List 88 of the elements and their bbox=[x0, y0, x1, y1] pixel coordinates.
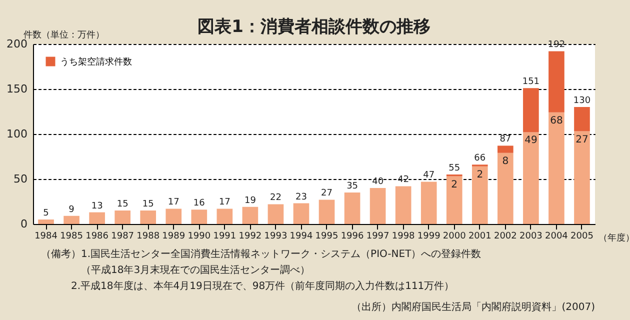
text: （平成18年3月末現在での国民生活センター調べ） bbox=[81, 264, 310, 276]
bar bbox=[38, 220, 54, 224]
bar bbox=[140, 210, 156, 224]
bar bbox=[216, 208, 233, 224]
data-label: 49 bbox=[524, 135, 538, 146]
bar bbox=[498, 152, 514, 224]
text: （出所）内閣府国民生活局「内閣府説明資料」(2007) bbox=[352, 301, 596, 313]
data-label: 27 bbox=[576, 134, 588, 146]
total-label: 17 bbox=[168, 198, 180, 208]
total-label: 47 bbox=[423, 170, 435, 181]
x-tick-label: 1990 bbox=[188, 232, 211, 242]
x-tick-label: 1987 bbox=[111, 232, 134, 242]
bar bbox=[89, 212, 105, 224]
total-label: 17 bbox=[218, 198, 230, 208]
data-label: 2 bbox=[451, 179, 458, 190]
x-tick-label: 1991 bbox=[213, 232, 236, 242]
bar bbox=[191, 210, 208, 224]
x-tick-label: 1988 bbox=[136, 232, 160, 242]
text: （備考）1.国民生活センター全国消費生活情報ネットワーク・システム（PIO-NET）への登録件数 bbox=[41, 248, 482, 260]
x-tick-label: 1999 bbox=[417, 232, 441, 242]
total-label: 23 bbox=[296, 192, 307, 202]
text: 2.平成18年度は、本年4月19日現在で、98万件（前年度同期の入力件数は111万件） bbox=[71, 280, 454, 292]
bar bbox=[293, 203, 310, 224]
y-tick-label: 0 bbox=[20, 218, 28, 230]
bar bbox=[64, 216, 80, 224]
x-tick-label: 1986 bbox=[86, 232, 109, 242]
data-label: 68 bbox=[550, 115, 563, 126]
bar bbox=[370, 188, 386, 224]
x-tick-label: 2003 bbox=[519, 232, 542, 242]
bar bbox=[344, 192, 360, 224]
x-tick-label: 1992 bbox=[238, 232, 262, 242]
bar bbox=[574, 131, 590, 224]
total-label: 15 bbox=[142, 200, 154, 210]
chart-title: 図表1：消費者相談件数の推移 bbox=[198, 17, 430, 37]
legend-label: うち架空請求件数 bbox=[60, 56, 132, 68]
y-tick-label: 150 bbox=[6, 82, 28, 96]
total-label: 16 bbox=[193, 198, 206, 209]
bar bbox=[446, 176, 462, 224]
data-label: 2 bbox=[476, 169, 484, 180]
bar bbox=[548, 112, 564, 224]
bar bbox=[548, 51, 564, 112]
total-label: 55 bbox=[448, 164, 460, 174]
bar bbox=[166, 208, 182, 224]
bar bbox=[498, 146, 514, 153]
total-label: 13 bbox=[91, 201, 103, 212]
y-axis-title: 件数（単位：万件） bbox=[24, 30, 104, 40]
x-tick-label: 1985 bbox=[60, 232, 83, 242]
x-tick-label: 1984 bbox=[34, 232, 58, 242]
total-label: 9 bbox=[68, 204, 75, 215]
total-label: 40 bbox=[372, 177, 384, 187]
bar bbox=[472, 166, 488, 224]
total-label: 42 bbox=[398, 175, 410, 186]
x-tick-label: 1989 bbox=[162, 232, 186, 242]
total-label: 5 bbox=[43, 208, 49, 218]
bar bbox=[523, 88, 539, 132]
x-tick-label: 2002 bbox=[494, 232, 517, 242]
x-tick-label: 1998 bbox=[392, 232, 416, 242]
total-label: 27 bbox=[321, 188, 332, 199]
total-label: 87 bbox=[500, 134, 512, 145]
x-tick-label: 1997 bbox=[366, 232, 390, 242]
x-tick-label: 1996 bbox=[340, 232, 364, 242]
y-tick-label: 50 bbox=[14, 172, 28, 186]
x-tick-label: 1994 bbox=[290, 232, 313, 242]
y-tick-label: 200 bbox=[6, 38, 28, 50]
x-tick-label: 2005 bbox=[570, 232, 594, 242]
x-tick-label: 2001 bbox=[468, 232, 492, 242]
x-tick-label: 1993 bbox=[264, 232, 288, 242]
y-tick-label: 100 bbox=[6, 128, 28, 140]
bar bbox=[395, 186, 412, 224]
bar bbox=[420, 182, 437, 224]
bar bbox=[114, 210, 130, 224]
total-label: 66 bbox=[474, 154, 486, 164]
total-label: 151 bbox=[522, 77, 540, 88]
x-axis-title: （年度） bbox=[598, 232, 630, 244]
bar bbox=[242, 206, 258, 224]
data-label: 8 bbox=[502, 156, 509, 167]
total-label: 19 bbox=[244, 196, 256, 206]
x-tick-label: 2000 bbox=[442, 232, 466, 242]
x-tick-label: 2004 bbox=[545, 232, 568, 242]
bar bbox=[318, 200, 335, 224]
total-label: 15 bbox=[116, 200, 128, 210]
total-label: 35 bbox=[346, 182, 358, 192]
bar bbox=[268, 204, 284, 224]
total-label: 130 bbox=[573, 96, 591, 106]
total-label: 22 bbox=[270, 193, 282, 204]
bar bbox=[523, 132, 539, 224]
x-tick-label: 1995 bbox=[315, 232, 338, 242]
bar bbox=[574, 107, 590, 132]
